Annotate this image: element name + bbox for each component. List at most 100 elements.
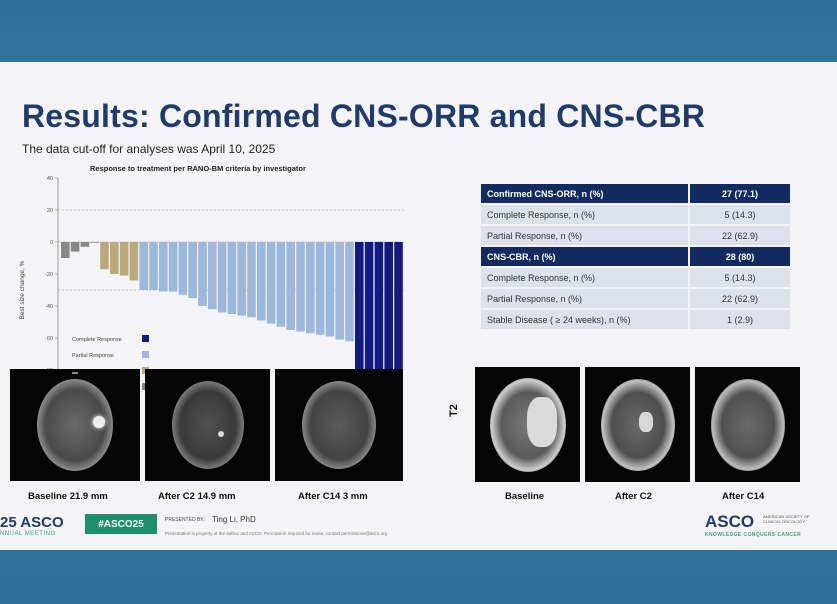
table-row-value: 1 (2.9) xyxy=(688,310,790,329)
bar-partial-response xyxy=(168,242,178,292)
y-tick-label: 40 xyxy=(47,176,53,182)
slide: Results: Confirmed CNS-ORR and CNS-CBR T… xyxy=(0,62,837,550)
bar-partial-response xyxy=(159,242,168,292)
bar-partial-response xyxy=(198,242,207,306)
bar-partial-response xyxy=(237,242,246,316)
table-row: Complete Response, n (%) 5 (14.3) xyxy=(481,268,790,287)
y-tick-label: 20 xyxy=(47,208,53,214)
mri-t2-after-c14 xyxy=(695,367,800,482)
edema-region xyxy=(639,412,653,432)
edema-region xyxy=(527,397,557,447)
annual-meeting-text: NNUAL MEETING xyxy=(0,531,56,537)
scan-tag xyxy=(72,372,78,374)
table-row: CNS-CBR, n (%) 28 (80) xyxy=(481,247,790,266)
bar-partial-response xyxy=(257,242,266,321)
bar-partial-response xyxy=(227,242,237,314)
lesion-marker xyxy=(218,431,224,437)
bar-partial-response xyxy=(296,242,305,332)
table-row-value: 5 (14.3) xyxy=(688,268,790,287)
bar-partial-response xyxy=(217,242,227,313)
asco-annual-meeting-logo: 25 ASCO xyxy=(0,514,64,531)
mri-t2-after-c2 xyxy=(585,367,690,482)
table-row-value: 28 (80) xyxy=(688,247,790,266)
table-row-label: Confirmed CNS-ORR, n (%) xyxy=(481,184,688,203)
legend-label: Partial Response xyxy=(72,353,114,359)
bar-complete-response xyxy=(384,242,393,402)
table-row-value: 22 (62.9) xyxy=(688,226,790,245)
bar-partial-response xyxy=(345,242,354,342)
bar-partial-response xyxy=(325,242,335,337)
asco-tagline: KNOWLEDGE CONQUERS CANCER xyxy=(705,532,802,538)
bar-partial-response xyxy=(149,242,158,290)
mri-baseline xyxy=(10,369,140,481)
legend-label: Complete Response xyxy=(72,337,122,343)
caption-baseline: Baseline 21.9 mm xyxy=(28,491,108,502)
response-table: Confirmed CNS-ORR, n (%) 27 (77.1) Complet… xyxy=(481,182,790,331)
bar-partial-response xyxy=(335,242,344,340)
disclaimer-text: Presentation is property of the author a… xyxy=(165,531,388,536)
table-row: Complete Response, n (%) 5 (14.3) xyxy=(481,205,790,224)
bar-progression-disease xyxy=(70,242,80,252)
table-row: Stable Disease ( ≥ 24 weeks), n (%) 1 (2.… xyxy=(481,310,790,329)
bar-stable-disease xyxy=(110,242,119,274)
t2-label: T2 xyxy=(448,404,460,417)
bar-partial-response xyxy=(188,242,197,298)
y-tick-label: -60 xyxy=(45,336,53,342)
bar-partial-response xyxy=(139,242,148,290)
legend-swatch xyxy=(142,335,149,342)
caption-t2-after-c2: After C2 xyxy=(615,491,652,502)
bar-partial-response xyxy=(306,242,315,334)
bar-complete-response xyxy=(374,242,384,402)
bar-partial-response xyxy=(315,242,325,335)
caption-t2-baseline: Baseline xyxy=(505,491,545,502)
bar-progression-disease xyxy=(80,242,90,247)
table-row-label: Complete Response, n (%) xyxy=(481,268,688,287)
bar-partial-response xyxy=(266,242,276,324)
mri-after-c2 xyxy=(145,369,270,481)
caption-after-c14: After C14 3 mm xyxy=(298,491,368,502)
table-row: Partial Response, n (%) 22 (62.9) xyxy=(481,226,790,245)
mri-t2-baseline xyxy=(475,367,580,482)
table-row-label: Partial Response, n (%) xyxy=(481,289,688,308)
bar-complete-response xyxy=(364,242,374,402)
table-row-value: 27 (77.1) xyxy=(688,184,790,203)
asco-society-text: AMERICAN SOCIETY OF CLINICAL ONCOLOGY xyxy=(763,514,810,524)
y-tick-label: -40 xyxy=(45,304,53,310)
bar-partial-response xyxy=(276,242,286,327)
slide-title: Results: Confirmed CNS-ORR and CNS-CBR xyxy=(22,98,706,134)
table-row: Partial Response, n (%) 22 (62.9) xyxy=(481,289,790,308)
table-row-label: Partial Response, n (%) xyxy=(481,226,688,245)
chart-title: Response to treatment per RANO-BM criter… xyxy=(90,164,306,173)
y-axis-label: Best size change, % xyxy=(19,260,26,319)
caption-t2-after-c14: After C14 xyxy=(722,491,765,502)
bar-stable-disease xyxy=(100,242,109,270)
bar-partial-response xyxy=(178,242,188,295)
lesion-marker xyxy=(93,416,105,428)
table-row-value: 5 (14.3) xyxy=(688,205,790,224)
table-row-label: CNS-CBR, n (%) xyxy=(481,247,688,266)
y-tick-label: -20 xyxy=(45,272,53,278)
bar-progression-disease xyxy=(61,242,70,258)
hashtag-badge: #ASCO25 xyxy=(85,514,157,534)
caption-after-c2: After C2 14.9 mm xyxy=(158,491,236,502)
table-row: Confirmed CNS-ORR, n (%) 27 (77.1) xyxy=(481,184,790,203)
bar-partial-response xyxy=(247,242,256,318)
table-row-label: Stable Disease ( ≥ 24 weeks), n (%) xyxy=(481,310,688,329)
legend-swatch xyxy=(142,351,149,358)
bar-partial-response xyxy=(286,242,295,330)
presented-by-label: PRESENTED BY: xyxy=(165,517,205,523)
bar-progression-disease xyxy=(90,242,99,243)
mri-after-c14 xyxy=(275,369,403,481)
y-tick-label: 0 xyxy=(50,240,53,246)
table-row-label: Complete Response, n (%) xyxy=(481,205,688,224)
bar-partial-response xyxy=(208,242,217,310)
bar-complete-response xyxy=(355,242,364,402)
presenter-name: Ting Li, PhD xyxy=(212,515,256,524)
bar-stable-disease xyxy=(129,242,139,281)
bar-stable-disease xyxy=(119,242,129,276)
slide-subtitle: The data cut-off for analyses was April … xyxy=(22,142,276,156)
bar-complete-response xyxy=(394,242,403,402)
asco-logo: ASCO xyxy=(705,512,755,531)
table-row-value: 22 (62.9) xyxy=(688,289,790,308)
